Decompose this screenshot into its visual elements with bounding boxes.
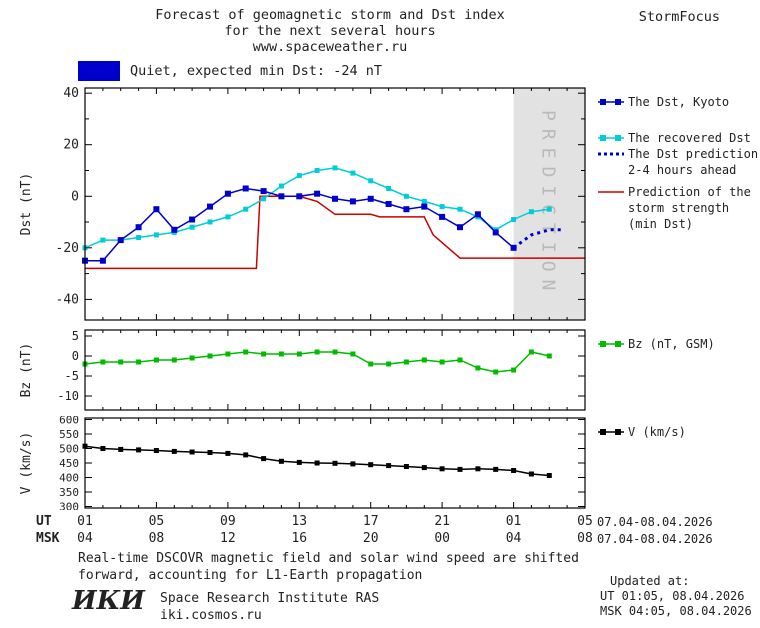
- v-legend-marker-icon: [598, 426, 624, 438]
- dst-prediction-legend-marker-icon: [598, 148, 624, 160]
- institute-block: Space Research Institute RAS iki.cosmos.…: [160, 590, 379, 624]
- quiet-level-swatch: [78, 61, 120, 81]
- msk-tick-value: 04: [77, 531, 93, 546]
- ut-row-label: UT: [36, 514, 52, 529]
- legend-storm-strength: Prediction of the storm strength (min Ds…: [598, 184, 751, 232]
- footnote: Real-time DSCOVR magnetic field and sola…: [78, 550, 579, 584]
- legend-storm-strength-line2: storm strength: [628, 201, 730, 215]
- ut-tick-row: UT 07.04-08.04.2026 01 05 09 13 17 21 01 05: [0, 514, 760, 531]
- svg-text:0: 0: [71, 189, 79, 204]
- svg-text:-10: -10: [57, 389, 79, 403]
- msk-tick-row: MSK 07.04-08.04.2026 04 08 12 16 20 00 04 08: [0, 531, 760, 548]
- legend-v: V (km/s): [598, 424, 686, 440]
- bottom-section: Real-time DSCOVR magnetic field and sola…: [0, 550, 760, 628]
- legend-dst-prediction-line1: The Dst prediction: [628, 147, 759, 161]
- legend-bz-label: Bz (nT, GSM): [628, 337, 715, 351]
- legend-v-label: V (km/s): [628, 425, 686, 439]
- msk-tick-value: 08: [577, 531, 593, 546]
- legend-bz: Bz (nT, GSM): [598, 336, 715, 352]
- status-bar: Quiet, expected min Dst: -24 nT: [78, 60, 760, 82]
- updated-ut: UT 01:05, 08.04.2026: [600, 589, 745, 603]
- svg-text:600: 600: [59, 416, 79, 427]
- ut-tick-value: 01: [77, 514, 93, 529]
- svg-text:350: 350: [59, 486, 79, 499]
- y-axis-title: V (km/s): [19, 432, 34, 495]
- legend-recovered-dst: The recovered Dst: [598, 130, 751, 146]
- y-axis-title: Dst (nT): [19, 173, 34, 236]
- storm-strength-legend-marker-icon: [598, 186, 624, 198]
- legend-dst-kyoto: The Dst, Kyoto: [598, 94, 729, 110]
- bz-chart: -10 -5 0 5 Bz (nT): [19, 329, 586, 411]
- updated-msk: MSK 04:05, 08.04.2026: [600, 604, 752, 618]
- institute-site[interactable]: iki.cosmos.ru: [160, 608, 262, 623]
- msk-tick-value: 16: [291, 531, 308, 546]
- svg-text:20: 20: [63, 138, 79, 153]
- plots-column: PREDICTION -40 -20 0 20 40 Dst (nT) -10 -5 0 5 Bz …: [0, 84, 760, 548]
- msk-tick-value: 00: [434, 531, 450, 546]
- ut-tick-value: 13: [291, 514, 308, 529]
- brand-stormfocus: StormFocus: [638, 9, 720, 25]
- status-message: Quiet, expected min Dst: -24 nT: [130, 63, 382, 79]
- dst-chart: PREDICTION -40 -20 0 20 40 Dst (nT): [19, 86, 586, 321]
- site-link[interactable]: www.spaceweather.ru: [252, 39, 408, 55]
- ut-tick-value: 09: [220, 514, 236, 529]
- footnote-line2: forward, accounting for L1-Earth propaga…: [78, 568, 423, 583]
- ut-tick-value: 01: [505, 514, 522, 529]
- svg-text:400: 400: [59, 472, 79, 485]
- svg-text:40: 40: [63, 86, 79, 101]
- footnote-line1: Real-time DSCOVR magnetic field and sola…: [78, 551, 579, 566]
- svg-text:450: 450: [59, 457, 79, 470]
- prediction-region-label: PREDICTION: [537, 110, 558, 298]
- y-axis-title: Bz (nT): [19, 343, 34, 398]
- msk-date-range: 07.04-08.04.2026: [597, 532, 713, 546]
- time-axis: UT 07.04-08.04.2026 01 05 09 13 17 21 01 05 MSK…: [0, 514, 760, 548]
- msk-tick-value: 20: [362, 531, 379, 546]
- msk-row-label: MSK: [36, 531, 60, 546]
- chart-area: PREDICTION -40 -20 0 20 40 Dst (nT) -10 -5 0 5 Bz …: [0, 84, 760, 548]
- page-title-line1: Forecast of geomagnetic storm and Dst in…: [155, 7, 505, 23]
- data-series: [85, 187, 515, 262]
- header: Forecast of geomagnetic storm and Dst in…: [0, 0, 760, 55]
- msk-tick-value: 04: [505, 531, 522, 546]
- updated-block: Updated at: UT 01:05, 08.04.2026 MSK 04:…: [600, 574, 752, 619]
- iki-logo: ИКИ: [72, 586, 145, 616]
- dst-kyoto-legend-marker-icon: [598, 96, 624, 108]
- svg-text:-20: -20: [56, 241, 79, 256]
- svg-text:500: 500: [59, 443, 79, 456]
- ut-tick-value: 17: [362, 514, 379, 529]
- page-title-line2: for the next several hours: [224, 23, 436, 39]
- ut-tick-value: 05: [577, 514, 593, 529]
- legend-dst-kyoto-label: The Dst, Kyoto: [628, 95, 730, 109]
- ut-tick-value: 21: [434, 514, 450, 529]
- prediction-region: [513, 88, 585, 320]
- msk-tick-value: 08: [148, 531, 165, 546]
- recovered-dst-legend-marker-icon: [598, 132, 624, 144]
- ut-tick-value: 05: [148, 514, 165, 529]
- legend-dst-prediction: The Dst prediction 2-4 hours ahead: [598, 146, 758, 178]
- institute-name: Space Research Institute RAS: [160, 591, 380, 606]
- legend-storm-strength-line1: Prediction of the: [628, 185, 751, 199]
- svg-text:-40: -40: [56, 292, 79, 307]
- svg-text:-5: -5: [65, 369, 79, 383]
- legend-storm-strength-line3: (min Dst): [628, 217, 694, 231]
- title-block: Forecast of geomagnetic storm and Dst in…: [0, 7, 660, 55]
- bz-legend-marker-icon: [598, 338, 624, 350]
- updated-label: Updated at:: [610, 574, 690, 588]
- svg-text:550: 550: [59, 428, 79, 441]
- svg-text:5: 5: [72, 329, 79, 343]
- legend-recovered-dst-label: The recovered Dst: [628, 131, 751, 145]
- legend-dst-prediction-line2: 2-4 hours ahead: [628, 163, 737, 177]
- plot-border: [84, 87, 586, 321]
- ut-date-range: 07.04-08.04.2026: [597, 515, 713, 529]
- msk-tick-value: 12: [220, 531, 236, 546]
- svg-text:300: 300: [59, 501, 79, 511]
- data-series: [85, 195, 585, 270]
- svg-text:0: 0: [72, 349, 79, 363]
